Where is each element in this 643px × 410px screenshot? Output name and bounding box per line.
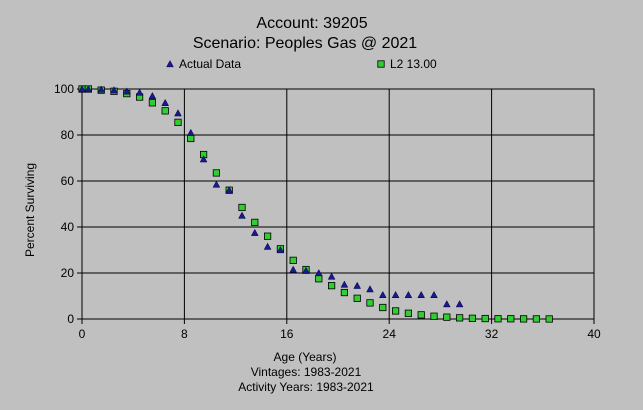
- l2-curve-point: [430, 312, 438, 320]
- legend-label: L2 13.00: [390, 57, 437, 71]
- chart-title: Account: 39205: [256, 15, 367, 32]
- l2-curve-point: [404, 309, 413, 317]
- l2-curve-point: [481, 314, 489, 323]
- l2-curve-point: [391, 307, 400, 315]
- plot-frame: [81, 88, 595, 320]
- y-axis-label: Percent Surviving: [23, 163, 37, 257]
- l2-curve-point: [455, 314, 464, 322]
- actual-data-point: [276, 246, 285, 254]
- actual-data-point: [186, 128, 195, 136]
- actual-data-point: [302, 266, 310, 274]
- x-axis-label: Age (Years): [274, 350, 337, 364]
- actual-data-point: [263, 242, 272, 250]
- legend-item: Actual Data: [166, 57, 241, 71]
- y-tick-label: 20: [61, 266, 75, 280]
- actual-data-point: [250, 228, 259, 236]
- actual-data-point: [366, 285, 374, 293]
- l2-curve-point: [520, 315, 528, 323]
- l2-curve-point: [148, 99, 156, 107]
- l2-curve-point: [289, 256, 297, 264]
- actual-data-point: [135, 88, 144, 96]
- series-actual-data: [78, 85, 464, 308]
- l2-curve-point: [353, 294, 361, 302]
- l2-curve-point: [507, 315, 515, 323]
- actual-data-point: [391, 290, 400, 298]
- x-tick-label: 16: [280, 327, 294, 341]
- l2-curve-point: [443, 313, 451, 321]
- actual-data-point: [340, 280, 349, 288]
- actual-data-point: [442, 300, 451, 308]
- l2-curve-point: [417, 311, 425, 319]
- l2-curve-point: [238, 203, 246, 212]
- chart-subtitle: Scenario: Peoples Gas @ 2021: [193, 35, 417, 52]
- actual-data-point: [110, 86, 118, 94]
- actual-data-point: [455, 300, 464, 308]
- actual-data-point: [161, 98, 170, 106]
- y-tick-label: 80: [61, 128, 75, 142]
- l2-curve-point: [327, 282, 336, 290]
- actual-data-point: [314, 269, 323, 277]
- y-tick-label: 40: [61, 220, 75, 234]
- l2-curve-point: [263, 232, 272, 240]
- series-l2-13: [78, 85, 553, 323]
- l2-curve-point: [161, 107, 169, 115]
- actual-data-point: [97, 85, 106, 93]
- x-tick-label: 8: [181, 327, 188, 341]
- l2-curve-point: [251, 218, 259, 226]
- y-tick-label: 100: [54, 82, 74, 96]
- actual-data-point: [174, 109, 182, 117]
- legend-item: L2 13.00: [377, 57, 437, 71]
- x-tick-label: 32: [485, 327, 499, 341]
- l2-curve-point: [545, 315, 553, 323]
- triangle-marker-icon: [166, 60, 174, 68]
- l2-curve-point: [315, 275, 323, 283]
- l2-curve-point: [366, 299, 374, 307]
- actual-data-point: [289, 265, 298, 273]
- y-tick-label: 0: [67, 312, 74, 326]
- l2-curve-point: [187, 134, 195, 143]
- actual-data-point: [417, 290, 426, 298]
- actual-data-point: [225, 186, 234, 194]
- vintages-note: Vintages: 1983-2021: [251, 365, 362, 379]
- actual-data-point: [84, 85, 93, 93]
- actual-data-point: [327, 272, 336, 280]
- actual-data-point: [378, 290, 387, 298]
- x-tick-label: 0: [79, 327, 86, 341]
- actual-data-point: [353, 281, 362, 289]
- l2-curve-point: [468, 314, 477, 322]
- legend-label: Actual Data: [179, 57, 241, 71]
- actual-data-point: [199, 155, 208, 163]
- y-tick-label: 60: [61, 174, 75, 188]
- actual-data-point: [78, 85, 86, 93]
- x-tick-label: 24: [383, 327, 397, 341]
- l2-curve-point: [532, 315, 541, 323]
- l2-curve-point: [174, 118, 182, 126]
- l2-curve-point: [340, 288, 349, 297]
- actual-data-point: [404, 290, 413, 298]
- x-tick-label: 40: [587, 327, 601, 341]
- activity-years-note: Activity Years: 1983-2021: [238, 380, 374, 394]
- l2-curve-point: [494, 315, 502, 323]
- actual-data-point: [148, 91, 157, 100]
- actual-data-point: [212, 180, 221, 188]
- square-marker-icon: [377, 60, 385, 68]
- l2-curve-point: [212, 169, 220, 177]
- l2-curve-point: [379, 303, 387, 312]
- actual-data-point: [122, 87, 131, 95]
- plot-area: 0 8 16 24 32 40 0 20 40 60 80 100: [54, 82, 601, 341]
- legend: Actual Data L2 13.00: [166, 57, 437, 71]
- actual-data-point: [430, 290, 438, 298]
- actual-data-point: [238, 211, 246, 219]
